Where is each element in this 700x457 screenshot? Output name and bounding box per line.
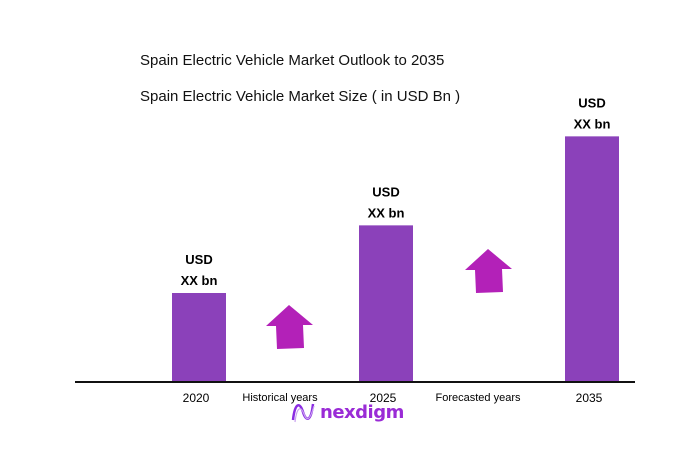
data-label-value: XX bn	[181, 273, 218, 288]
data-label-value: XX bn	[368, 205, 405, 220]
x-tick-label: 2020	[183, 391, 210, 405]
data-label-currency: USD	[185, 252, 212, 267]
growth-arrow-icon	[266, 305, 313, 349]
bar-2025	[359, 225, 413, 382]
annotation-forecasted: Forecasted years	[436, 392, 521, 404]
logo-text: nexdigm	[320, 401, 404, 423]
chart-subtitle: Spain Electric Vehicle Market Size ( in …	[140, 88, 461, 105]
data-label-currency: USD	[372, 184, 399, 199]
nexdigm-logo: nexdigm	[290, 400, 404, 424]
x-tick-label: 2025	[370, 391, 397, 405]
x-tick-label: 2035	[576, 391, 603, 405]
data-label-currency: USD	[578, 95, 605, 110]
logo-wave-icon	[291, 403, 315, 423]
bar-2020	[172, 293, 226, 382]
growth-arrow-icon	[465, 249, 512, 293]
data-label-value: XX bn	[574, 116, 611, 131]
bar-2035	[565, 136, 619, 382]
chart-title: Spain Electric Vehicle Market Outlook to…	[140, 52, 445, 69]
annotation-historical: Historical years	[242, 392, 318, 404]
